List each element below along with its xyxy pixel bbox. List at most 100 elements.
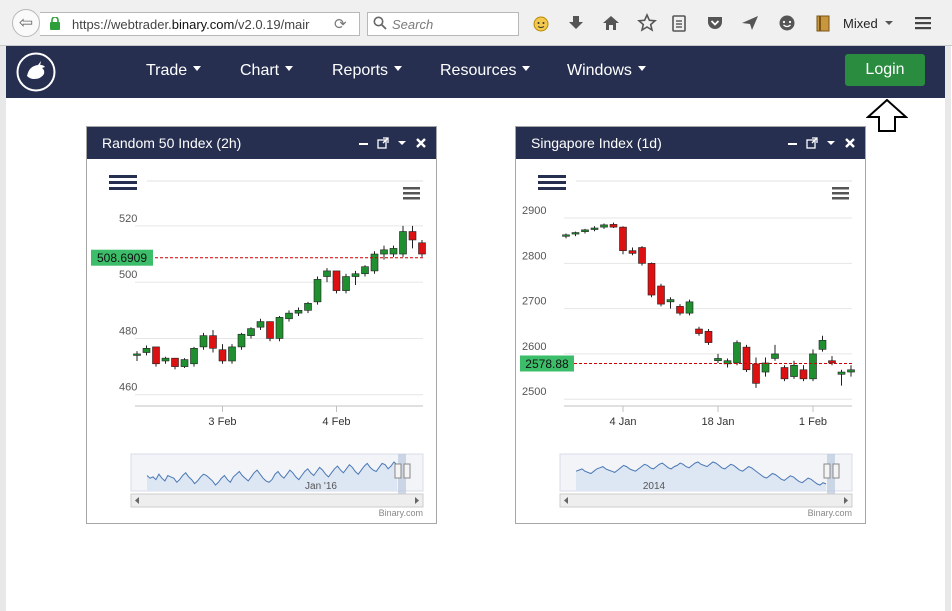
navigator-handle-right[interactable]	[403, 463, 411, 479]
navigator-handle-left[interactable]	[394, 463, 402, 479]
chat-icon[interactable]	[777, 13, 797, 33]
candle[interactable]	[657, 283, 665, 307]
candle[interactable]	[285, 310, 293, 322]
minimize-icon[interactable]	[786, 136, 800, 150]
search-bar[interactable]: Search	[367, 12, 519, 36]
candle[interactable]	[676, 304, 684, 316]
candle[interactable]	[780, 365, 789, 382]
candle[interactable]	[771, 344, 779, 361]
candle[interactable]	[228, 344, 236, 364]
candle[interactable]	[704, 329, 713, 345]
candle[interactable]	[600, 223, 608, 229]
reload-icon[interactable]: ⟳	[334, 16, 347, 33]
profile-label[interactable]: Mixed	[843, 16, 878, 31]
candle[interactable]	[714, 353, 722, 363]
export-menu-icon[interactable]	[832, 187, 849, 200]
close-icon[interactable]	[843, 136, 857, 150]
candle[interactable]	[695, 326, 703, 336]
scroll-left-icon[interactable]	[564, 497, 568, 504]
candle[interactable]	[161, 356, 170, 364]
pocket-icon[interactable]	[705, 13, 725, 33]
candle[interactable]	[133, 351, 141, 361]
candle[interactable]	[590, 226, 599, 232]
candle[interactable]	[323, 268, 331, 283]
candle[interactable]	[190, 346, 198, 367]
candle[interactable]	[380, 245, 388, 260]
candle[interactable]	[837, 369, 846, 386]
candle[interactable]	[361, 265, 369, 277]
chevron-down-icon[interactable]	[879, 13, 899, 33]
navigator-scrollbar[interactable]	[559, 493, 853, 508]
candle[interactable]	[809, 349, 817, 382]
candle[interactable]	[294, 307, 303, 316]
candle[interactable]	[733, 340, 741, 366]
candle[interactable]	[389, 245, 398, 257]
candlestick-chart[interactable]: 2900 2800 2700 2600 2500 4 Jan 18 Jan 1 Feb 2578…	[516, 159, 865, 523]
candle[interactable]	[180, 358, 189, 369]
window-titlebar[interactable]: Singapore Index (1d)	[516, 127, 865, 159]
nav-windows[interactable]: Windows	[567, 62, 646, 80]
candle[interactable]	[619, 226, 627, 255]
candle[interactable]	[247, 327, 255, 339]
candle[interactable]	[218, 344, 227, 364]
address-bar[interactable]: https://webtrader.binary.com/v2.0.19/mai…	[40, 12, 360, 36]
candle[interactable]	[571, 231, 580, 237]
candle[interactable]	[342, 273, 350, 294]
close-icon[interactable]	[414, 136, 428, 150]
candle[interactable]	[418, 239, 426, 257]
minimize-icon[interactable]	[357, 136, 371, 150]
download-icon[interactable]	[566, 13, 586, 33]
candle[interactable]	[370, 251, 379, 274]
candle[interactable]	[647, 262, 656, 298]
candle[interactable]	[256, 318, 265, 331]
candle[interactable]	[818, 335, 827, 352]
nav-resources[interactable]: Resources	[440, 62, 531, 80]
profile-book-icon[interactable]	[813, 13, 833, 33]
chart-credit[interactable]: Binary.com	[808, 508, 852, 518]
candle[interactable]	[408, 225, 417, 249]
candle[interactable]	[685, 299, 694, 316]
popout-icon[interactable]	[376, 136, 390, 150]
popout-icon[interactable]	[805, 136, 819, 150]
candle[interactable]	[199, 332, 208, 350]
send-icon[interactable]	[740, 13, 760, 33]
reading-list-icon[interactable]	[669, 13, 689, 33]
candle[interactable]	[237, 332, 246, 350]
window-dropdown-icon[interactable]	[395, 136, 409, 150]
bookmark-star-icon[interactable]	[637, 13, 657, 33]
back-button[interactable]: ⇦	[12, 9, 40, 37]
navigator-scrollbar[interactable]	[130, 493, 424, 508]
candle[interactable]	[847, 365, 855, 377]
candle[interactable]	[171, 357, 179, 370]
candle[interactable]	[562, 233, 570, 239]
navigator-selection[interactable]	[398, 454, 406, 506]
chart-menu-icon[interactable]	[538, 175, 566, 190]
candle[interactable]	[638, 246, 646, 266]
candle[interactable]	[609, 222, 618, 229]
navigator-handle-left[interactable]	[823, 463, 831, 479]
candle[interactable]	[152, 346, 160, 367]
candle[interactable]	[752, 357, 760, 388]
chart-menu-icon[interactable]	[109, 175, 137, 190]
candlestick-chart[interactable]: 520 500 480 460 3 Feb 4 Feb 508.6909 Jan '16 Bin…	[87, 159, 436, 523]
candle[interactable]	[142, 345, 151, 356]
scroll-left-icon[interactable]	[135, 497, 139, 504]
nav-chart[interactable]: Chart	[240, 62, 294, 80]
candle[interactable]	[761, 357, 770, 377]
candle[interactable]	[666, 297, 675, 309]
candle[interactable]	[304, 301, 312, 314]
candle[interactable]	[266, 321, 274, 342]
login-button[interactable]: Login	[845, 54, 925, 86]
export-menu-icon[interactable]	[403, 187, 420, 200]
window-titlebar[interactable]: Random 50 Index (2h)	[87, 127, 436, 159]
candle[interactable]	[209, 330, 217, 353]
extension-icon[interactable]	[531, 13, 551, 33]
candle[interactable]	[332, 270, 341, 294]
candle[interactable]	[399, 225, 407, 257]
candle[interactable]	[723, 358, 732, 368]
navigator-handle-right[interactable]	[832, 463, 840, 479]
binary-logo-icon[interactable]	[16, 52, 56, 92]
candle[interactable]	[581, 228, 589, 234]
scroll-right-icon[interactable]	[415, 497, 419, 504]
scroll-right-icon[interactable]	[844, 497, 848, 504]
